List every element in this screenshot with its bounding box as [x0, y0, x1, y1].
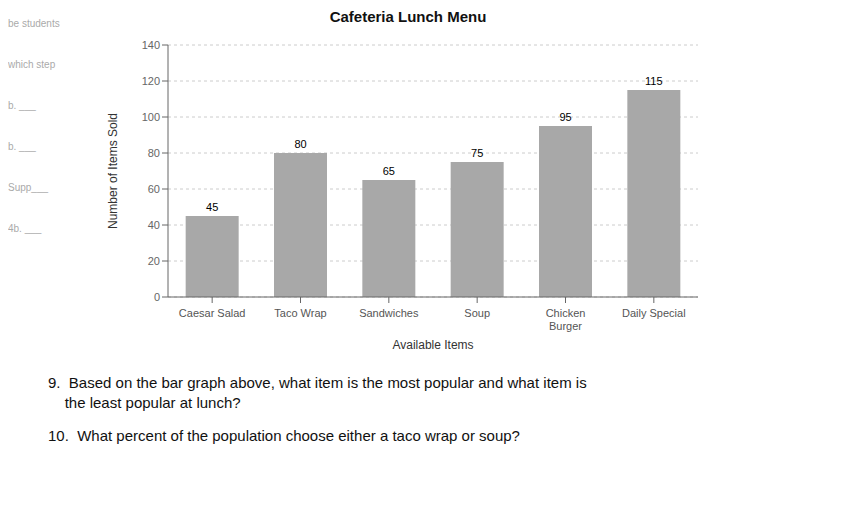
svg-text:75: 75 [471, 147, 483, 159]
html-text:9. Based on the bar graph abov: 9. Based on the bar graph above, what it… [48, 374, 587, 411]
html-text:b. ___: b. ___ [8, 141, 36, 152]
svg-text:ChickenBurger: ChickenBurger [546, 307, 586, 332]
svg-text:45: 45 [206, 201, 218, 213]
svg-text:95: 95 [559, 111, 571, 123]
svg-text:Available Items: Available Items [392, 338, 473, 352]
svg-text:Soup: Soup [464, 307, 490, 319]
html-text:Cafeteria Lunch Menu: Cafeteria Lunch Menu [329, 8, 487, 25]
svg-text:Daily Special: Daily Special [622, 307, 686, 319]
svg-text:Taco Wrap: Taco Wrap [274, 307, 326, 319]
svg-text:80: 80 [148, 147, 160, 159]
svg-text:0: 0 [154, 291, 160, 303]
svg-text:115: 115 [645, 75, 663, 87]
svg-text:Caesar Salad: Caesar Salad [179, 307, 246, 319]
svg-text:140: 140 [142, 39, 160, 51]
svg-text:Sandwiches: Sandwiches [359, 307, 419, 319]
html-text:be students: be students [8, 18, 60, 29]
svg-text:65: 65 [383, 165, 395, 177]
svg-text:120: 120 [142, 75, 160, 87]
svg-text:80: 80 [294, 138, 306, 150]
html-text:4b. ___: 4b. ___ [8, 223, 42, 234]
html-text:b. ___: b. ___ [8, 100, 36, 111]
html-text:which step: which step [8, 59, 56, 70]
svg-text:20: 20 [148, 255, 160, 267]
html-text:10. What percent of the popula: 10. What percent of the population choos… [48, 427, 520, 444]
svg-text:60: 60 [148, 183, 160, 195]
html-text:Supp___: Supp___ [8, 182, 48, 193]
svg-text:100: 100 [142, 111, 160, 123]
svg-text:40: 40 [148, 219, 160, 231]
svg-text:Number of Items Sold: Number of Items Sold [106, 113, 120, 229]
